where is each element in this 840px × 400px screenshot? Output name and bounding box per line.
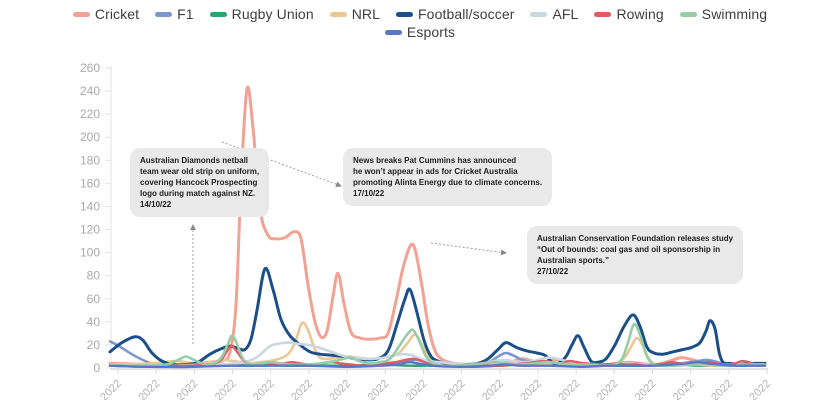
annotation-cummins-date: 17/10/22 xyxy=(353,189,385,198)
annotation-netball-date: 14/10/22 xyxy=(140,200,172,209)
x-tick-label: 2022 xyxy=(175,378,201,400)
legend-item-f1[interactable]: F1 xyxy=(155,6,194,22)
legend-swatch-rowing xyxy=(594,11,612,17)
x-tick-label: 2022 xyxy=(747,378,773,400)
y-tick-label: 80 xyxy=(87,269,101,283)
legend-item-rowing[interactable]: Rowing xyxy=(594,6,664,22)
x-tick-label: 2022 xyxy=(671,378,697,400)
legend-item-cricket[interactable]: Cricket xyxy=(72,6,140,22)
annotation-cummins-text: News breaks Pat Cummins has announced he… xyxy=(353,156,543,187)
annotation-netball: Australian Diamonds netball team wear ol… xyxy=(130,148,270,217)
x-tick-label: 2022 xyxy=(556,378,582,400)
legend-swatch-swimming xyxy=(679,11,697,17)
legend-label-football-soccer: Football/soccer xyxy=(418,6,515,22)
legend-swatch-rugby-union xyxy=(209,11,227,17)
y-tick-label: 20 xyxy=(87,338,101,352)
x-tick-label: 2022 xyxy=(709,378,735,400)
x-tick-label: 2022 xyxy=(633,378,659,400)
y-tick-label: 240 xyxy=(80,84,100,98)
legend-item-esports[interactable]: Esports xyxy=(384,24,456,40)
legend-label-afl: AFL xyxy=(552,6,579,22)
x-tick-label: 2022 xyxy=(595,378,621,400)
legend-label-swimming: Swimming xyxy=(701,6,768,22)
legend-item-rugby-union[interactable]: Rugby Union xyxy=(209,6,314,22)
y-tick-label: 200 xyxy=(80,130,100,144)
annotation-acf-study: Australian Conservation Foundation relea… xyxy=(527,226,744,284)
x-tick-label: 2022 xyxy=(137,378,163,400)
x-tick-label: 2022 xyxy=(404,378,430,400)
legend-label-esports: Esports xyxy=(406,24,456,40)
y-tick-label: 260 xyxy=(80,61,100,75)
legend-swatch-nrl xyxy=(329,11,347,17)
x-tick-label: 2022 xyxy=(518,378,544,400)
y-tick-label: 220 xyxy=(80,107,100,121)
legend-swatch-f1 xyxy=(155,11,173,17)
legend-swatch-football-soccer xyxy=(396,11,414,17)
legend-label-nrl: NRL xyxy=(351,6,381,22)
x-tick-label: 2022 xyxy=(98,378,124,400)
series-lines xyxy=(108,85,767,369)
x-tick-label: 2022 xyxy=(366,378,392,400)
legend-label-cricket: Cricket xyxy=(94,6,140,22)
legend-label-rugby-union: Rugby Union xyxy=(231,6,314,22)
series-line-nrl xyxy=(108,321,767,368)
x-tick-label: 2022 xyxy=(327,378,353,400)
y-tick-label: 40 xyxy=(87,315,101,329)
legend-item-nrl[interactable]: NRL xyxy=(329,6,381,22)
legend-swatch-afl xyxy=(530,11,548,17)
y-tick-label: 160 xyxy=(80,176,100,190)
annotation-cummins: News breaks Pat Cummins has announced he… xyxy=(343,148,553,206)
legend-label-f1: F1 xyxy=(177,6,194,22)
y-tick-label: 180 xyxy=(80,153,100,167)
x-tick-label: 2022 xyxy=(442,378,468,400)
legend-swatch-esports xyxy=(384,29,402,35)
x-tick-label: 2022 xyxy=(289,378,315,400)
series-line-swimming xyxy=(108,322,767,368)
y-tick-label: 100 xyxy=(80,246,100,260)
annotation-acf-study-text: Australian Conservation Foundation relea… xyxy=(537,234,734,265)
legend-item-afl[interactable]: AFL xyxy=(530,6,578,22)
legend-swatch-cricket xyxy=(72,11,90,17)
legend-row-2: Esports xyxy=(377,24,463,40)
x-tick-label: 2022 xyxy=(213,378,239,400)
series-line-esports xyxy=(108,360,767,369)
y-tick-label: 140 xyxy=(80,199,100,213)
legend-label-rowing: Rowing xyxy=(616,6,664,22)
y-tick-label: 60 xyxy=(87,292,101,306)
x-tick-label: 2022 xyxy=(480,378,506,400)
legend-row-1: Cricket F1 Rugby Union NRL Football/soccer AF… xyxy=(65,6,775,22)
annotation-arrow-acf-study xyxy=(430,242,507,256)
annotation-acf-study-date: 27/10/22 xyxy=(537,267,569,276)
legend-item-football-soccer[interactable]: Football/soccer xyxy=(396,6,514,22)
y-tick-label: 0 xyxy=(93,361,100,375)
x-tick-label: 2022 xyxy=(251,378,277,400)
chart-legend: Cricket F1 Rugby Union NRL Football/soccer AF… xyxy=(0,6,840,40)
legend-item-swimming[interactable]: Swimming xyxy=(679,6,768,22)
y-tick-label: 120 xyxy=(80,223,100,237)
annotation-netball-text: Australian Diamonds netball team wear ol… xyxy=(140,156,260,198)
